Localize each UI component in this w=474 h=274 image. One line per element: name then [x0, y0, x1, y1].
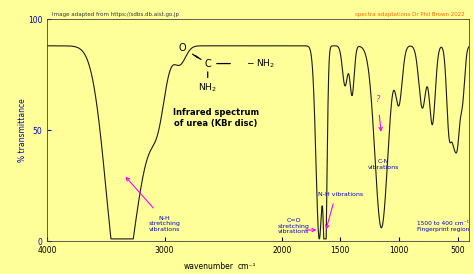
Text: spectra adaptations Dr Phil Brown 2022: spectra adaptations Dr Phil Brown 2022 [356, 12, 465, 17]
Text: C: C [204, 59, 211, 68]
Text: Image adapted from https://sdbs.db.aist.go.jp: Image adapted from https://sdbs.db.aist.… [52, 12, 179, 17]
Text: N-H vibrations: N-H vibrations [318, 192, 363, 197]
Text: NH$_2$: NH$_2$ [199, 82, 217, 94]
Text: C-N
vibrations: C-N vibrations [368, 159, 400, 170]
Text: cm⁻¹: cm⁻¹ [237, 262, 256, 271]
Y-axis label: % transmittance: % transmittance [18, 98, 27, 162]
Text: Infrared spectrum
of urea (KBr disc): Infrared spectrum of urea (KBr disc) [173, 108, 259, 128]
Text: ?: ? [375, 95, 380, 104]
Text: $-$ NH$_2$: $-$ NH$_2$ [246, 57, 275, 70]
Text: O: O [179, 43, 186, 53]
Text: wavenumber: wavenumber [183, 262, 234, 271]
Text: N-H
stretching
vibrations: N-H stretching vibrations [149, 216, 181, 232]
Text: 1500 to 400 cm⁻¹
Fingerprint region: 1500 to 400 cm⁻¹ Fingerprint region [417, 221, 470, 232]
Text: C=O
stretching
vibrations: C=O stretching vibrations [278, 218, 310, 235]
